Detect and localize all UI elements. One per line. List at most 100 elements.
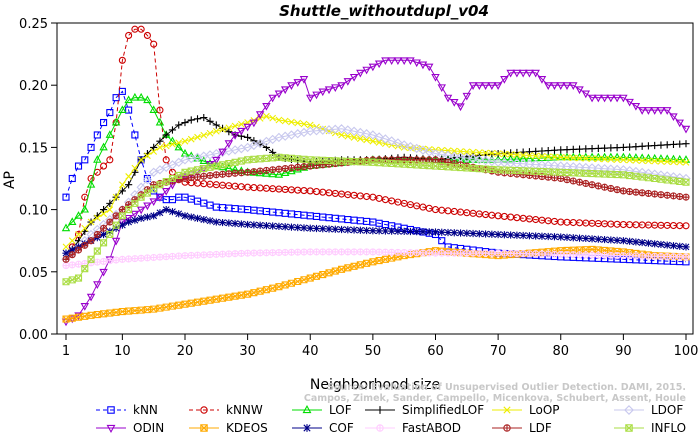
data-point-lof	[61, 223, 71, 232]
data-point-odin	[669, 113, 678, 122]
data-point-fastabod	[325, 248, 333, 256]
data-point-lof	[556, 152, 565, 161]
data-point-odin	[237, 127, 246, 136]
data-point-fastabod	[150, 254, 158, 261]
data-point-lof	[268, 169, 277, 178]
data-point-simplifiedlof	[563, 146, 571, 154]
data-point-fastabod	[74, 260, 83, 268]
data-point-loop	[576, 154, 583, 162]
data-point-lof	[74, 211, 83, 219]
data-point-simplifiedlof	[569, 145, 577, 153]
data-point-cof	[513, 231, 521, 239]
data-point-loop	[651, 157, 659, 165]
data-point-cof	[682, 243, 690, 251]
data-point-cof	[363, 226, 371, 235]
data-point-cof	[538, 232, 546, 240]
data-point-odin	[111, 237, 121, 246]
data-point-simplifiedlof	[682, 140, 690, 148]
data-point-simplifiedlof	[125, 181, 133, 189]
data-point-loop	[607, 155, 615, 163]
data-point-odin	[306, 94, 315, 103]
data-point-cof	[369, 227, 377, 235]
x-tick-label: 50	[365, 344, 382, 359]
data-point-loop	[144, 152, 151, 160]
data-point-simplifiedlof	[651, 141, 659, 150]
data-point-fastabod	[106, 257, 114, 265]
data-point-loop	[619, 156, 627, 164]
data-point-cof	[632, 238, 640, 246]
data-point-fastabod	[275, 249, 283, 256]
data-point-inflo	[231, 158, 239, 166]
data-point-odin	[462, 92, 472, 101]
data-point-fastabod	[657, 252, 665, 260]
data-point-knn	[118, 87, 126, 95]
data-point-simplifiedlof	[200, 113, 208, 122]
data-point-fastabod	[513, 250, 521, 257]
data-point-ldf	[663, 191, 671, 199]
data-point-odin	[569, 82, 578, 90]
data-point-fastabod	[200, 251, 208, 259]
data-point-fastabod	[488, 249, 496, 257]
data-point-simplifiedlof	[632, 143, 640, 151]
data-point-cof	[175, 210, 183, 218]
data-point-fastabod	[438, 249, 446, 257]
data-point-inflo	[187, 167, 195, 175]
data-point-cof	[475, 230, 483, 238]
data-point-ldf	[607, 184, 615, 192]
data-point-odin	[331, 84, 340, 93]
data-point-simplifiedlof	[663, 141, 671, 149]
data-point-cof	[187, 213, 195, 221]
data-point-simplifiedlof	[244, 133, 252, 142]
data-point-fastabod	[613, 252, 621, 259]
data-point-odin	[418, 61, 428, 70]
data-point-loop	[87, 218, 95, 226]
data-point-loop	[100, 210, 107, 218]
data-point-knn	[87, 143, 95, 151]
data-point-knn	[93, 131, 101, 139]
data-point-knn	[100, 118, 108, 127]
data-point-fastabod	[356, 248, 364, 256]
data-point-ldf	[269, 166, 277, 174]
data-point-kdeos	[344, 264, 352, 272]
y-tick-label: 0.05	[19, 266, 48, 281]
data-point-cof	[569, 234, 577, 242]
data-point-kdeos	[275, 283, 283, 291]
data-point-loop	[457, 147, 464, 155]
data-point-knn	[438, 237, 446, 245]
data-point-ldf	[250, 168, 258, 176]
data-point-odin	[675, 119, 684, 128]
data-point-simplifiedlof	[99, 206, 108, 214]
watermark-line-1: Source: Evaluation of Unsupervised Outli…	[327, 382, 686, 393]
legend-marker-odin	[106, 424, 116, 433]
legend-marker-loop	[503, 406, 511, 414]
data-point-ldf	[181, 175, 189, 182]
data-point-inflo	[137, 193, 145, 201]
data-point-loop	[613, 156, 621, 163]
data-point-fastabod	[62, 262, 70, 270]
data-point-kdeos	[269, 284, 277, 292]
data-point-fastabod	[381, 248, 389, 256]
data-point-cof	[137, 214, 145, 222]
legend-marker-ldf	[503, 424, 511, 432]
data-point-odin	[518, 69, 528, 78]
data-point-lof	[619, 152, 628, 161]
data-point-ldof	[393, 138, 403, 148]
data-point-odin	[631, 102, 641, 111]
data-point-ldof	[624, 165, 635, 176]
data-point-cof	[406, 227, 415, 236]
data-point-knn	[68, 174, 76, 183]
data-point-ldof	[606, 164, 616, 174]
data-point-odin	[681, 125, 691, 134]
data-point-ldf	[118, 206, 126, 214]
legend-item-loop: LoOP	[492, 403, 560, 417]
data-point-fastabod	[569, 251, 577, 259]
data-point-cof	[218, 218, 227, 227]
data-point-inflo	[150, 185, 158, 193]
data-point-ldf	[68, 251, 76, 259]
data-point-ldf	[262, 166, 270, 174]
data-point-loop	[288, 118, 295, 126]
data-point-fastabod	[187, 251, 195, 259]
data-point-loop	[475, 149, 483, 156]
data-point-fastabod	[644, 252, 652, 260]
data-point-simplifiedlof	[131, 168, 139, 176]
